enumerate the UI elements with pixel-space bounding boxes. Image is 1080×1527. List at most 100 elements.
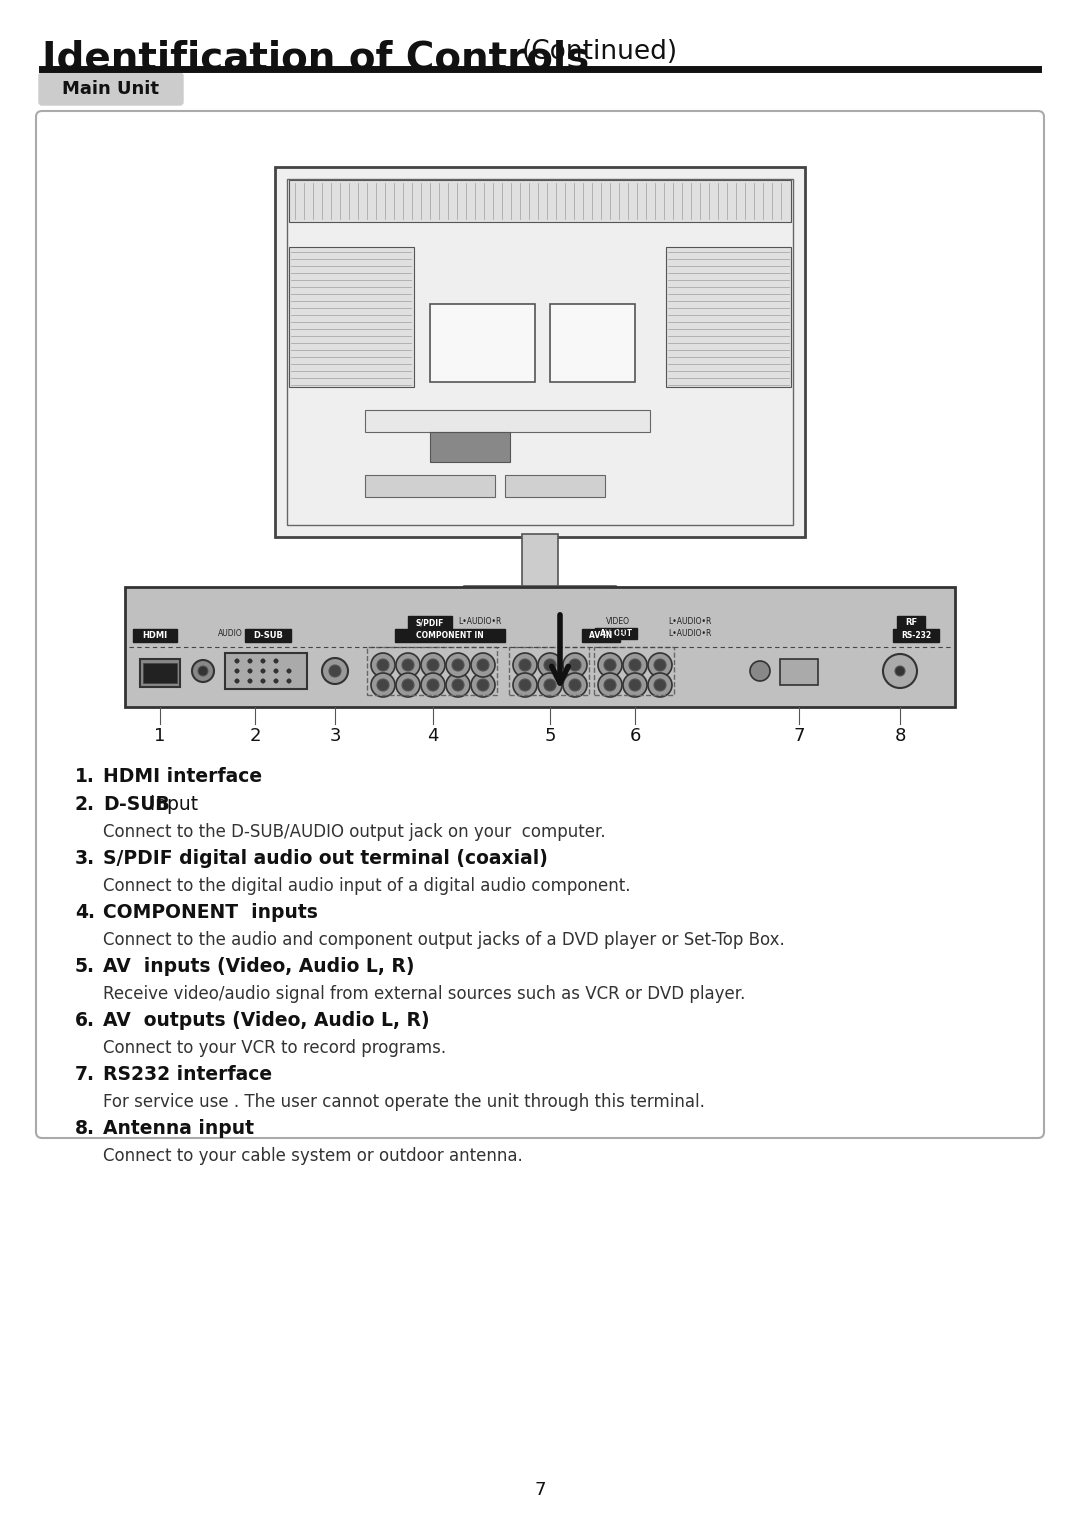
Circle shape xyxy=(623,654,647,676)
Circle shape xyxy=(629,680,642,692)
Text: Antenna input: Antenna input xyxy=(103,1119,254,1138)
Text: 7: 7 xyxy=(535,1481,545,1500)
Text: Y: Y xyxy=(415,629,419,638)
Circle shape xyxy=(569,680,581,692)
Text: RS-232: RS-232 xyxy=(901,631,931,640)
Circle shape xyxy=(519,660,531,670)
Text: S/PDIF digital audio out terminal (coaxial): S/PDIF digital audio out terminal (coaxi… xyxy=(103,849,548,867)
Bar xyxy=(430,304,535,382)
Text: Identification of Controls: Identification of Controls xyxy=(42,40,590,76)
Bar xyxy=(289,247,414,386)
Circle shape xyxy=(569,660,581,670)
Circle shape xyxy=(234,680,239,683)
Circle shape xyxy=(260,669,266,673)
Circle shape xyxy=(519,680,531,692)
Text: 4.: 4. xyxy=(75,902,95,922)
Circle shape xyxy=(453,660,464,670)
Circle shape xyxy=(538,654,562,676)
Circle shape xyxy=(402,680,414,692)
Circle shape xyxy=(538,673,562,696)
Circle shape xyxy=(396,654,420,676)
Circle shape xyxy=(377,660,389,670)
Circle shape xyxy=(598,654,622,676)
Bar xyxy=(365,475,495,496)
Text: 4: 4 xyxy=(428,727,438,745)
Text: D-SUB: D-SUB xyxy=(103,796,170,814)
FancyBboxPatch shape xyxy=(133,629,177,641)
Circle shape xyxy=(198,666,208,676)
Bar xyxy=(594,647,674,695)
Text: (Continued): (Continued) xyxy=(522,40,678,66)
Bar xyxy=(289,180,791,221)
FancyBboxPatch shape xyxy=(395,629,505,641)
Text: 3.: 3. xyxy=(75,849,95,867)
Circle shape xyxy=(471,673,495,696)
Circle shape xyxy=(604,660,616,670)
Bar xyxy=(140,660,180,687)
Circle shape xyxy=(604,680,616,692)
Text: 7: 7 xyxy=(793,727,805,745)
Bar xyxy=(275,166,805,538)
Text: AV OUT: AV OUT xyxy=(600,629,632,638)
Circle shape xyxy=(329,664,341,676)
Circle shape xyxy=(427,660,438,670)
Circle shape xyxy=(446,654,470,676)
Circle shape xyxy=(260,658,266,663)
FancyBboxPatch shape xyxy=(36,111,1044,1138)
Circle shape xyxy=(396,673,420,696)
Text: D-SUB: D-SUB xyxy=(253,631,283,640)
Circle shape xyxy=(883,654,917,689)
Text: 6: 6 xyxy=(630,727,640,745)
Circle shape xyxy=(372,654,395,676)
Circle shape xyxy=(513,673,537,696)
FancyBboxPatch shape xyxy=(408,615,453,629)
Text: PIC: PIC xyxy=(274,629,286,638)
Circle shape xyxy=(372,673,395,696)
Circle shape xyxy=(247,658,253,663)
Bar xyxy=(125,586,955,707)
Text: COMPONENT IN: COMPONENT IN xyxy=(416,631,484,640)
Circle shape xyxy=(648,654,672,676)
Text: Connect to the D-SUB/AUDIO output jack on your  computer.: Connect to the D-SUB/AUDIO output jack o… xyxy=(103,823,606,841)
Circle shape xyxy=(654,680,666,692)
Circle shape xyxy=(471,654,495,676)
Circle shape xyxy=(234,669,239,673)
Text: S/PDIF: S/PDIF xyxy=(416,618,444,628)
FancyBboxPatch shape xyxy=(595,628,637,638)
Text: AV  outputs (Video, Audio L, R): AV outputs (Video, Audio L, R) xyxy=(103,1011,430,1031)
Text: For service use . The user cannot operate the unit through this terminal.: For service use . The user cannot operat… xyxy=(103,1093,705,1112)
Circle shape xyxy=(421,654,445,676)
Circle shape xyxy=(453,680,464,692)
Bar xyxy=(287,179,793,525)
Circle shape xyxy=(287,669,292,673)
Circle shape xyxy=(623,673,647,696)
FancyBboxPatch shape xyxy=(462,586,618,612)
Circle shape xyxy=(377,680,389,692)
Text: VIDEO: VIDEO xyxy=(606,629,630,638)
Circle shape xyxy=(563,654,588,676)
Circle shape xyxy=(629,660,642,670)
Bar xyxy=(550,304,635,382)
Bar xyxy=(666,247,791,386)
Circle shape xyxy=(274,658,279,663)
Bar xyxy=(780,660,818,686)
Text: 2.: 2. xyxy=(75,796,95,814)
Text: RS232 interface: RS232 interface xyxy=(103,1064,272,1084)
Bar xyxy=(225,654,307,689)
Bar xyxy=(509,647,589,695)
Text: AV IN: AV IN xyxy=(590,631,612,640)
FancyBboxPatch shape xyxy=(39,73,183,105)
Circle shape xyxy=(544,680,556,692)
FancyBboxPatch shape xyxy=(245,629,291,641)
FancyBboxPatch shape xyxy=(897,615,924,629)
Text: HDMI interface: HDMI interface xyxy=(103,767,262,786)
Bar xyxy=(522,534,558,592)
Text: Receive video/audio signal from external sources such as VCR or DVD player.: Receive video/audio signal from external… xyxy=(103,985,745,1003)
Text: Main Unit: Main Unit xyxy=(63,79,160,98)
Text: 5.: 5. xyxy=(75,957,95,976)
Text: Cᴮ/Pᴮ: Cᴮ/Pᴮ xyxy=(440,631,455,637)
Text: Connect to the digital audio input of a digital audio component.: Connect to the digital audio input of a … xyxy=(103,876,631,895)
Bar xyxy=(430,432,510,463)
Circle shape xyxy=(654,660,666,670)
Text: 1: 1 xyxy=(154,727,165,745)
